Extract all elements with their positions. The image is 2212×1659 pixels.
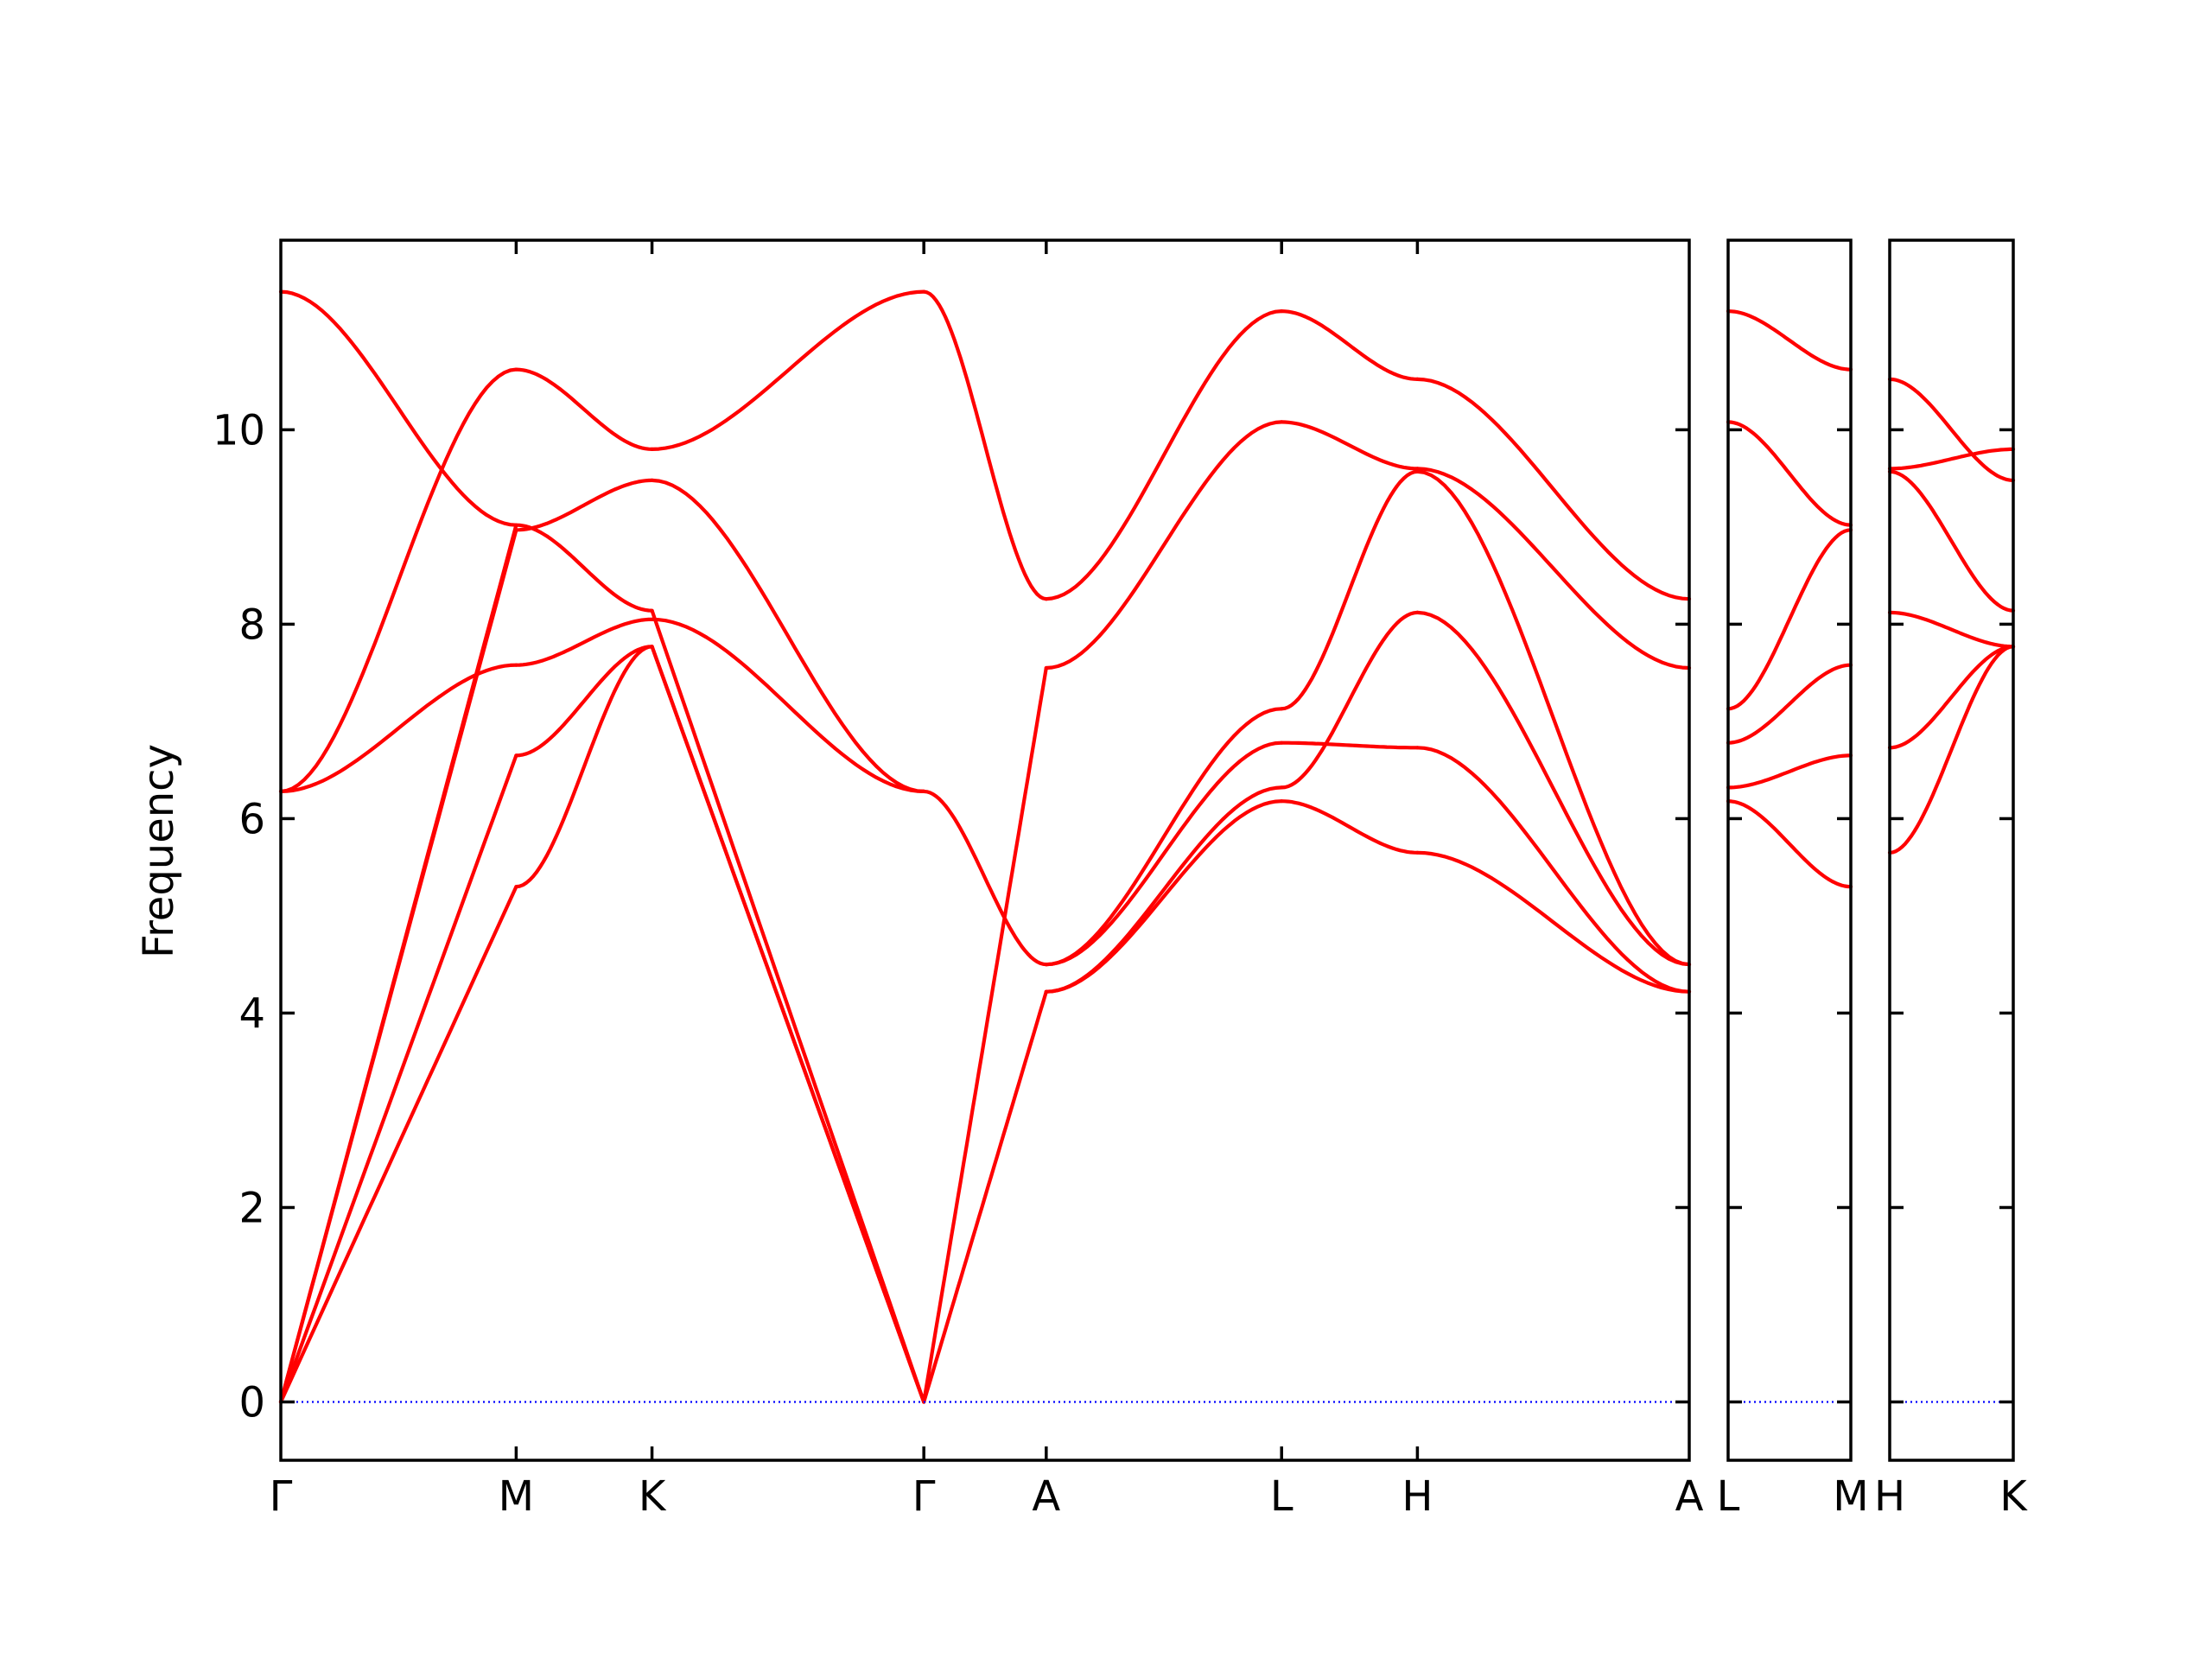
band-A-L-4 [1044, 707, 1284, 967]
band-lines [1726, 309, 1853, 889]
band-Γ-M-5 [278, 663, 518, 793]
y-tick-label: 8 [238, 601, 265, 649]
band-L-M-4 [1726, 528, 1853, 711]
band-L-H-3 [1280, 741, 1420, 750]
band-A-L-2 [1044, 785, 1284, 994]
band-M-K-4 [514, 478, 654, 532]
band-H-A-1 [1415, 850, 1692, 994]
band-H-K-2 [1887, 645, 2016, 750]
band-L-M-3 [1726, 663, 1853, 745]
y-tick-label: 2 [238, 1184, 265, 1232]
band-lines [278, 289, 1692, 1404]
x-tick-label: M [1833, 1472, 1868, 1521]
band-Γ-M-2 [278, 753, 518, 1404]
band-L-M-6 [1726, 309, 1853, 372]
band-M-K-6 [514, 367, 654, 451]
band-K-Γ-4 [650, 617, 926, 793]
plot-frame [1888, 238, 2015, 1462]
band-Γ-A-1 [922, 989, 1048, 1404]
y-axis-title: Frequency [135, 744, 183, 958]
band-M-K-2 [514, 645, 654, 758]
band-K-Γ-3 [650, 608, 926, 1404]
band-H-K-6 [1887, 377, 2016, 482]
y-tick-label: 10 [213, 406, 265, 454]
band-H-K-3 [1887, 610, 2016, 649]
band-A-L-5 [1044, 420, 1284, 671]
band-L-H-4 [1280, 469, 1420, 711]
band-Γ-M-4 [278, 523, 518, 1404]
x-tick-label: L [1717, 1472, 1740, 1521]
band-K-Γ-5 [650, 478, 926, 793]
x-tick-label: K [1999, 1472, 2028, 1521]
band-H-A-6 [1415, 377, 1692, 601]
band-A-L-6 [1044, 309, 1284, 601]
band-H-K-5 [1887, 447, 2016, 471]
band-L-H-1 [1280, 799, 1420, 855]
band-Γ-A-3 [922, 789, 1048, 967]
band-M-K-5 [514, 523, 654, 613]
x-tick-label: A [1675, 1472, 1704, 1521]
band-A-L-1 [1044, 799, 1284, 994]
x-tick-label: H [1402, 1472, 1433, 1521]
band-Γ-A-2 [922, 665, 1048, 1404]
panel-1: 0 2 4 6 8 10 Γ M K Γ A L H A [213, 238, 1704, 1521]
band-L-H-2 [1280, 610, 1420, 790]
band-H-A-4 [1415, 469, 1692, 967]
x-tick-label: L [1270, 1472, 1294, 1521]
band-M-K-3 [514, 617, 654, 667]
band-H-A-5 [1415, 467, 1692, 671]
band-H-A-2 [1415, 746, 1692, 994]
band-M-K-1 [514, 645, 654, 889]
x-tick-label: Γ [270, 1472, 293, 1521]
x-tick-label: K [639, 1472, 667, 1521]
y-tick-label: 6 [238, 795, 265, 843]
band-A-L-3 [1044, 741, 1284, 967]
plot-frame [1726, 238, 1853, 1462]
band-K-Γ-6 [650, 289, 926, 451]
band-H-K-4 [1887, 469, 2016, 613]
plot-frame [279, 238, 1691, 1462]
band-lines [1887, 377, 2016, 855]
band-L-H-5 [1280, 420, 1420, 471]
band-K-Γ-2 [650, 645, 926, 1404]
y-tick-label: 0 [238, 1378, 265, 1427]
x-tick-label: H [1874, 1472, 1905, 1521]
band-H-A-3 [1415, 610, 1692, 967]
band-Γ-A-4 [922, 289, 1048, 601]
band-L-M-2 [1726, 753, 1853, 790]
y-tick-label: 4 [238, 989, 265, 1038]
band-H-K-1 [1887, 645, 2016, 855]
band-Γ-M-7 [278, 289, 518, 527]
band-L-H-6 [1280, 309, 1420, 381]
band-L-M-1 [1726, 799, 1853, 889]
x-tick-label: M [499, 1472, 534, 1521]
x-tick-label: A [1032, 1472, 1060, 1521]
band-Γ-M-1 [278, 885, 518, 1404]
band-Γ-M-6 [278, 367, 518, 793]
band-L-M-5 [1726, 420, 1853, 527]
x-tick-label: Γ [912, 1472, 936, 1521]
